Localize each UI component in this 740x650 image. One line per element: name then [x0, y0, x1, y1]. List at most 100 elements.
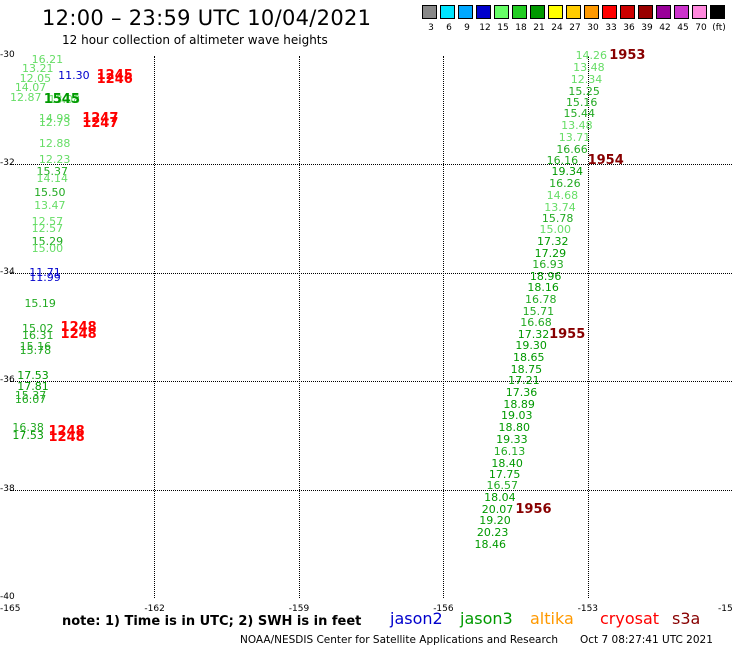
- colorbar-swatch: [494, 5, 509, 19]
- wave-height-value-right-pass: 16.16: [546, 154, 579, 168]
- wave-height-value-right-pass: 16.26: [549, 176, 581, 190]
- wave-height-value-left-pass: 12.23: [38, 152, 71, 166]
- wave-height-value-left-pass: 16.31: [22, 329, 54, 343]
- wave-height-value-left-pass: 16.38: [12, 421, 44, 435]
- grid-line-horizontal: [10, 164, 732, 166]
- colorbar-label: 18: [515, 23, 527, 33]
- grid-line-horizontal: [10, 489, 732, 491]
- colorbar-label: 15: [497, 23, 509, 33]
- wave-height-value-left-pass: 11.71: [29, 265, 61, 279]
- wave-height-value-left-pass: 15.50: [34, 185, 66, 199]
- wave-height-value-left-pass: 14.98: [38, 112, 71, 126]
- pass-time-label: 1247: [82, 111, 119, 127]
- wave-height-value-right-pass: 18.40: [491, 456, 523, 470]
- wave-height-value-right-pass: 15.44: [563, 107, 596, 121]
- wave-height-value-left-pass: 12.73: [38, 116, 71, 130]
- colorbar-label: 21: [533, 23, 545, 33]
- wave-height-value-left-pass: 16.07: [14, 393, 47, 407]
- wave-height-value-left-pass: 12.57: [31, 221, 64, 235]
- wave-height-value-left-pass: 12.87: [10, 90, 42, 104]
- wave-height-value-right-pass: 16.78: [525, 292, 557, 306]
- wave-height-value-right-pass: 16.57: [486, 479, 519, 493]
- wave-height-value-right-pass: 17.32: [517, 328, 550, 342]
- wave-height-value-right-pass: 19.03: [500, 409, 533, 423]
- wave-height-value-right-pass: 13.48: [561, 119, 593, 133]
- wave-height-value-left-pass: 15.78: [19, 344, 52, 358]
- pass-time-label: 1248: [60, 327, 97, 343]
- colorbar-label: 27: [569, 23, 581, 33]
- wave-height-value-left-pass: 11.30: [58, 68, 90, 82]
- wave-height-value-right-pass: 15.71: [522, 304, 555, 318]
- wave-height-value-right-pass: 18.04: [484, 491, 516, 505]
- colorbar-swatch: [566, 5, 581, 19]
- wave-height-value-right-pass: 19.34: [551, 165, 584, 179]
- grid-line-horizontal: [10, 272, 732, 274]
- wave-height-value-left-pass: 15.37: [14, 388, 47, 402]
- x-tick-label: -153: [577, 604, 599, 614]
- pass-time-label: 1245: [96, 67, 133, 83]
- wave-height-value-right-pass: 13.74: [544, 200, 576, 214]
- wave-height-value-left-pass: 17.81: [17, 379, 49, 393]
- wave-height-value-left-pass: 15.29: [31, 235, 64, 249]
- colorbar-swatch: [422, 5, 437, 19]
- wave-height-value-right-pass: 15.25: [568, 84, 600, 98]
- colorbar-swatch: [602, 5, 617, 19]
- wave-height-value-right-pass: 17.29: [534, 246, 567, 260]
- wave-height-value-right-pass: 16.93: [532, 258, 564, 272]
- pass-time-label: 1955: [549, 327, 586, 343]
- wave-height-value-right-pass: 18.80: [498, 421, 531, 435]
- colorbar-swatch: [656, 5, 671, 19]
- y-tick-label: -32: [0, 158, 15, 169]
- wave-height-value-right-pass: 13.48: [573, 60, 605, 74]
- wave-height-value-right-pass: 20.23: [476, 525, 509, 539]
- wave-height-value-right-pass: 18.16: [527, 281, 559, 295]
- colorbar-label: 12: [479, 23, 491, 33]
- wave-height-value-right-pass: 17.75: [488, 467, 521, 481]
- colorbar-swatch: [638, 5, 653, 19]
- pass-time-label: 1954: [587, 153, 624, 169]
- wave-height-value-right-pass: 19.30: [515, 339, 547, 353]
- wave-height-value-left-pass: 15.37: [36, 165, 68, 179]
- colorbar-swatch: [548, 5, 563, 19]
- colorbar-label: 45: [677, 23, 689, 33]
- wave-height-value-left-pass: 15.02: [22, 322, 54, 336]
- wave-height-value-right-pass: 17.21: [508, 374, 540, 388]
- y-tick-label: -30: [0, 50, 15, 60]
- wave-height-value-left-pass: 12.88: [38, 136, 71, 150]
- wave-height-value-right-pass: 12.34: [570, 73, 603, 87]
- pass-time-label: 1248: [48, 424, 85, 440]
- pass-time-label: 1248: [48, 430, 85, 446]
- wave-height-value-right-pass: 18.89: [503, 397, 535, 411]
- wave-height-value-left-pass: 15.19: [24, 296, 56, 310]
- wave-height-value-right-pass: 15.78: [541, 212, 574, 226]
- wave-height-value-left-pass: 17.53: [12, 429, 44, 443]
- pass-time-label: 1956: [515, 501, 552, 517]
- colorbar-swatch: [512, 5, 527, 19]
- colorbar-swatch: [530, 5, 545, 19]
- map-plot-area: -30 -32 -34 -36 -38 -40 -165 -162 -159 -156 -153 -1…: [0, 49, 733, 614]
- wave-height-value-right-pass: 18.96: [529, 270, 562, 284]
- wave-height-value-left-pass: 13.47: [34, 199, 66, 213]
- wave-height-value-left-pass: 16.21: [31, 52, 64, 66]
- colorbar-swatch: [458, 5, 473, 19]
- colorbar-label: 30: [587, 23, 599, 33]
- y-tick-label: -34: [0, 266, 15, 277]
- satellite-legend-jason2: jason2: [390, 609, 443, 628]
- wave-height-value-right-pass: 18.65: [512, 351, 545, 365]
- wave-height-value-right-pass: 15.00: [539, 223, 571, 237]
- wave-height-value-right-pass: 14.68: [546, 188, 579, 202]
- x-tick-label: -162: [144, 604, 165, 614]
- wave-height-value-left-pass: 12.57: [31, 215, 64, 229]
- map-subtitle: 12 hour collection of altimeter wave hei…: [62, 33, 328, 47]
- wave-height-value-left-pass: 14.07: [14, 80, 47, 94]
- colorbar-swatch: [476, 5, 491, 19]
- colorbar-label: 3: [428, 23, 434, 33]
- satellite-legend-s3a: s3a: [672, 609, 701, 628]
- grid-line-vertical: [298, 56, 300, 598]
- wave-height-value-right-pass: 17.36: [505, 386, 538, 400]
- colorbar-label: 24: [551, 23, 563, 33]
- pass-time-label: 1953: [609, 47, 646, 63]
- wave-height-value-right-pass: 16.66: [556, 142, 588, 156]
- pass-time-label: 1545: [43, 92, 80, 108]
- wave-height-value-right-pass: 17.32: [537, 235, 569, 249]
